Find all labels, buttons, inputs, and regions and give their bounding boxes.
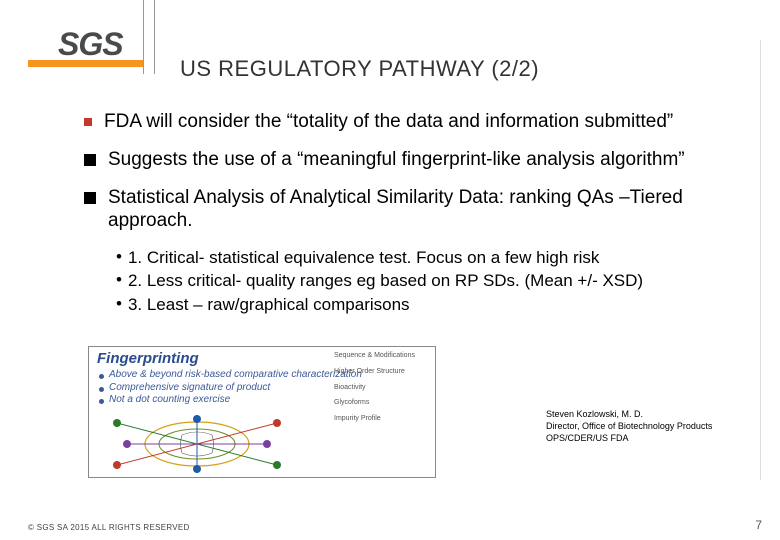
sub-bullet-item: • 1. Critical- statistical equivalence t… [116, 247, 750, 268]
dot-icon [99, 387, 104, 392]
fp-label: Higher Order Structure [334, 367, 429, 377]
dot-icon [99, 399, 104, 404]
logo-divider [143, 0, 144, 74]
footer-copyright: © SGS SA 2015 ALL RIGHTS RESERVED [28, 523, 190, 532]
fingerprint-diagram: Fingerprinting Above & beyond risk-based… [88, 346, 436, 478]
sub-bullet-text: 3. Least – raw/graphical comparisons [128, 294, 410, 315]
margin-rule [760, 40, 761, 480]
dot-bullet-icon: • [116, 270, 122, 290]
dot-bullet-icon: • [116, 294, 122, 314]
sub-bullet-item: • 3. Least – raw/graphical comparisons [116, 294, 750, 315]
bullet-item: Statistical Analysis of Analytical Simil… [84, 186, 750, 234]
square-bullet-icon [84, 154, 96, 166]
page-number: 7 [755, 518, 762, 532]
dot-bullet-icon: • [116, 247, 122, 267]
sub-bullet-text: 2. Less critical- quality ranges eg base… [128, 270, 643, 291]
fp-label: Sequence & Modifications [334, 351, 429, 361]
header: SGS US REGULATORY PATHWAY (2/2) [0, 0, 780, 90]
fingerprint-graphic-icon [97, 415, 297, 473]
logo: SGS [28, 26, 148, 74]
sub-bullet-text: 1. Critical- statistical equivalence tes… [128, 247, 599, 268]
bullet-item: Suggests the use of a “meaningful finger… [84, 148, 750, 172]
slide-title: US REGULATORY PATHWAY (2/2) [180, 56, 539, 82]
logo-text: SGS [58, 26, 123, 63]
dot-icon [99, 374, 104, 379]
fp-label: Bioactivity [334, 383, 429, 393]
sub-bullet-item: • 2. Less critical- quality ranges eg ba… [116, 270, 750, 291]
bullet-item: FDA will consider the “totality of the d… [84, 110, 750, 134]
attribution-org: OPS/CDER/US FDA [546, 432, 712, 444]
attribution-block: Steven Kozlowski, M. D. Director, Office… [546, 408, 712, 444]
fingerprint-text: Above & beyond risk-based comparative ch… [109, 369, 362, 382]
fingerprint-text: Comprehensive signature of product [109, 382, 270, 395]
bullet-text: FDA will consider the “totality of the d… [104, 110, 673, 134]
fingerprint-text: Not a dot counting exercise [109, 394, 230, 407]
content-area: FDA will consider the “totality of the d… [84, 110, 750, 317]
sub-bullet-list: • 1. Critical- statistical equivalence t… [116, 247, 750, 315]
fp-label: Impurity Profile [334, 414, 429, 424]
logo-divider [154, 0, 155, 74]
bullet-text: Suggests the use of a “meaningful finger… [108, 148, 685, 172]
fingerprint-labels: Sequence & Modifications Higher Order St… [334, 351, 429, 430]
square-bullet-icon [84, 118, 92, 126]
attribution-name: Steven Kozlowski, M. D. [546, 408, 712, 420]
attribution-title: Director, Office of Biotechnology Produc… [546, 420, 712, 432]
fp-label: Glycoforms [334, 398, 429, 408]
square-bullet-icon [84, 192, 96, 204]
bullet-text: Statistical Analysis of Analytical Simil… [108, 186, 750, 234]
